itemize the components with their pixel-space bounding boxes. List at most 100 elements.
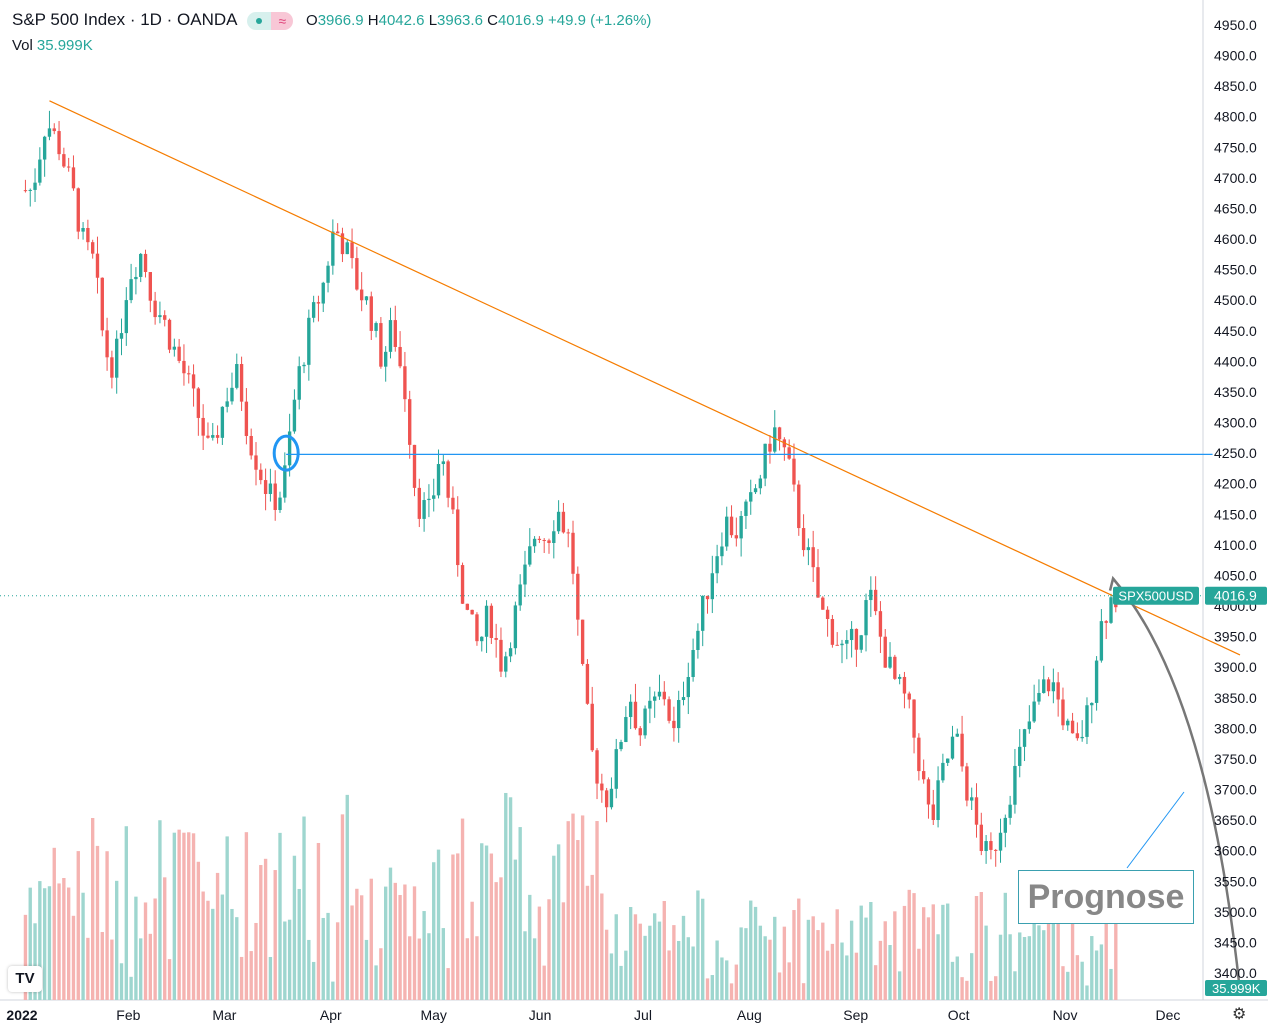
volume-bar [936,934,940,1000]
tradingview-logo-icon[interactable]: TV [8,966,42,992]
volume-bar [667,950,671,1000]
candle-body [436,464,441,496]
volume-bar [547,899,551,1000]
candle-body [960,733,964,767]
candle-body [1051,682,1056,692]
candle-body [542,539,546,541]
volume-bar [1008,934,1012,1000]
volume-bar [95,845,100,1000]
candle-body [921,771,926,780]
last-volume-tag: 35.999K [1212,981,1261,996]
volume-bar [657,921,662,1000]
legend-badges[interactable]: ≈ [247,11,294,31]
high-value: 4042.6 [378,12,425,29]
candle-body [196,388,201,418]
volume-bar [725,960,729,1000]
volume-bar [1114,886,1118,1000]
compare-icon[interactable]: ≈ [271,12,294,31]
volume-bar [585,885,590,1000]
volume-bar [374,965,378,1000]
volume-bar [845,955,849,1000]
price-axis[interactable]: 4950.0 4900.0 4850.0 4800.0 4750.0 4700.0 4650… [1214,17,1257,981]
time-axis[interactable]: 2022 Feb Mar Apr May Jun Jul Aug Sep Oct Nov Dec [6,1007,1180,1023]
candle-body [955,733,959,737]
volume-bar [672,925,676,1000]
y-tick-label: 4450.0 [1214,323,1257,339]
candle-body [758,478,763,489]
x-tick-label: 2022 [6,1007,37,1023]
candle-body [504,656,508,672]
volume-bar [643,935,647,1000]
y-tick-label: 4750.0 [1214,139,1257,155]
volume-bar [1090,936,1094,1000]
market-status-icon[interactable] [247,12,272,31]
volume-bar [42,888,47,1000]
x-tick-label: Jun [529,1007,552,1023]
volume-bar [66,887,71,1000]
volume-bar [768,939,772,1000]
y-tick-label: 3900.0 [1214,659,1257,675]
candle-body [725,516,729,547]
volume-bar [398,894,402,1000]
y-tick-label: 4250.0 [1214,445,1257,461]
candle-body [215,435,220,438]
volume-bar [806,919,811,1000]
candle-body [590,703,594,751]
volume-bar [38,881,42,1000]
candle-body [532,538,537,547]
volume-bar [225,836,229,1000]
candle-body [38,159,42,183]
volume-legend[interactable]: Vol 35.999K [12,37,93,54]
x-tick-label: Feb [116,1007,140,1023]
candle-body [998,832,1003,851]
volume-bar [1027,936,1032,1000]
candle-body [451,497,455,510]
candle-body [825,609,830,620]
volume-bar [801,983,806,1000]
candle-body [345,242,349,255]
volume-bar [71,915,76,1000]
volume-bar [52,847,56,1000]
volume-bar [499,877,503,1000]
prognose-textbox[interactable]: Prognose [1018,870,1194,924]
volume-bar [864,917,868,1000]
volume-bar [28,887,32,1000]
volume-bar [917,948,921,1000]
volume-bar [580,815,585,1000]
candle-body [249,435,253,456]
volume-bar [359,895,364,1000]
volume-bar [196,861,201,1000]
candle-body [1066,720,1070,726]
candle-body [446,461,450,498]
volume-bar [115,880,119,1000]
candle-body [1037,692,1041,702]
candle-body [710,573,714,600]
settings-gear-icon[interactable]: ⚙ [1232,1006,1247,1023]
y-tick-label: 4650.0 [1214,200,1257,216]
volume-bar [931,904,935,1000]
volume-bar [854,952,859,1000]
volume-bar [902,905,907,1000]
candle-body [398,346,402,367]
volume-bar [465,938,470,1000]
volume-bar [1037,925,1041,1000]
candle-body [566,532,570,534]
candle-body [768,443,772,452]
candle-body [585,663,590,704]
candle-body [691,650,695,678]
volume-bar [432,862,436,1000]
volume-bar [1109,968,1113,1000]
volume-bar [143,902,148,1000]
candle-body [57,131,61,155]
volume-bar [979,891,983,1000]
candle-body [811,547,815,568]
symbol-title[interactable]: S&P 500 Index · 1D · OANDA [12,10,237,29]
candle-body [100,277,104,331]
candle-body [384,351,388,367]
volume-bar [873,965,878,1000]
volume-bar [941,904,945,1000]
candle-body [115,338,119,378]
volume-bar [23,914,28,1000]
